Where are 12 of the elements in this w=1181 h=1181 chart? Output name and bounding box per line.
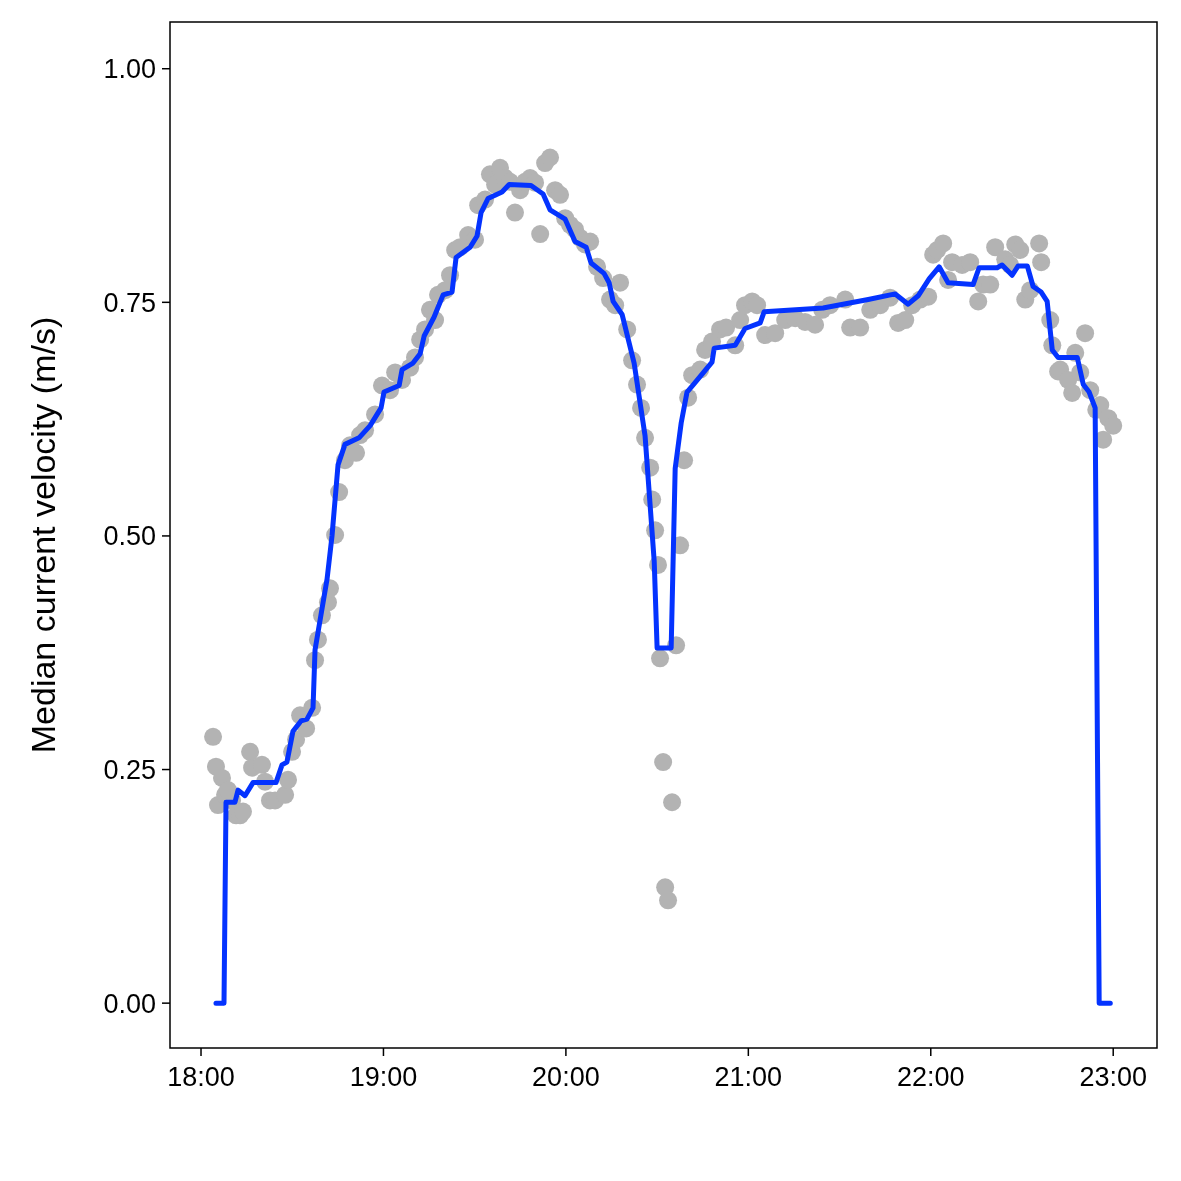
y-axis-title: Median current velocity (m/s) xyxy=(24,316,62,754)
y-tick-label: 0.00 xyxy=(103,988,156,1019)
y-tick-label: 0.50 xyxy=(103,521,156,552)
x-tick-label: 23:00 xyxy=(1079,1062,1147,1092)
x-tick-label: 21:00 xyxy=(714,1062,783,1092)
x-tick-label: 20:00 xyxy=(532,1062,600,1092)
x-tick-label: 19:00 xyxy=(349,1062,418,1092)
y-tick-label: 0.75 xyxy=(103,287,156,318)
x-tick-label: 22:00 xyxy=(896,1062,965,1092)
x-tick-label: 18:00 xyxy=(167,1062,235,1092)
y-tick-label: 1.00 xyxy=(103,54,156,85)
y-tick-label: 0.25 xyxy=(103,754,156,785)
